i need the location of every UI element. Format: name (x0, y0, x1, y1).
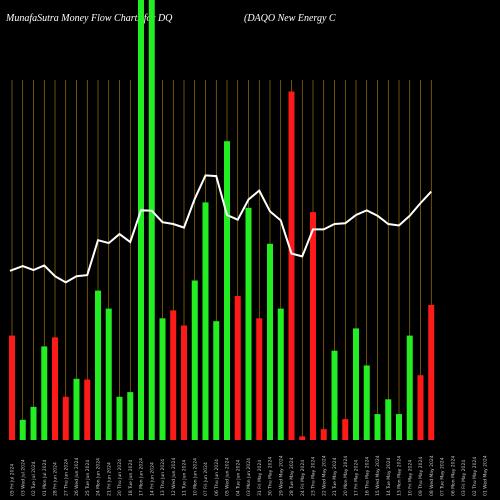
money-flow-bar (181, 325, 187, 440)
money-flow-bar (353, 328, 359, 440)
x-tick-label: 09 Thu May 2024 (418, 457, 424, 496)
x-tick-label: 08 Wed May 2024 (429, 455, 435, 496)
money-flow-bar (148, 0, 155, 440)
x-tick-label: 28 Tue May 2024 (289, 457, 295, 496)
x-tick-label: 21 Tue May 2024 (332, 457, 338, 496)
money-flow-bar (19, 419, 26, 440)
x-tick-label: 22 Wed May 2024 (321, 455, 327, 496)
x-tick-label: 30 Thu May 2024 (268, 457, 274, 496)
money-flow-bar (385, 399, 392, 440)
money-flow-bar (105, 308, 112, 440)
money-flow-bar (417, 375, 424, 440)
money-flow-bar (374, 414, 381, 440)
x-tick-label: 03 Mon Jun 2024 (246, 458, 252, 496)
money-flow-bar (234, 296, 241, 440)
x-tick-label: 07 Tue May 2024 (440, 457, 446, 496)
x-tick-label: 27 Thu Jun 2024 (63, 459, 69, 496)
x-tick-label: 24 Fri May 2024 (300, 460, 306, 496)
x-tick-label: 01 Mon Jul 2024 (42, 459, 48, 496)
money-flow-bar (84, 379, 91, 440)
money-flow-bar (202, 202, 209, 440)
x-tick-label: 17 Mon Jun 2024 (139, 458, 145, 496)
money-flow-bar (310, 212, 316, 440)
money-flow-bar (95, 290, 101, 440)
x-tick-label: 14 Tue May 2024 (386, 457, 392, 496)
money-flow-bar (159, 318, 166, 440)
money-flow-bar (277, 308, 284, 440)
money-flow-bar (116, 396, 123, 440)
x-tick-label: 06 Mon May 2024 (450, 456, 456, 496)
money-flow-bar (406, 335, 413, 440)
money-flow-bar (396, 414, 402, 440)
money-flow-bar (245, 207, 252, 440)
x-tick-label: 25 Tue Jun 2024 (85, 460, 91, 496)
x-tick-label: 07 Fri Jun 2024 (203, 462, 209, 496)
x-tick-label: 20 Mon May 2024 (343, 456, 349, 496)
x-tick-label: 06 Thu Jun 2024 (214, 459, 220, 496)
x-tick-label: 24 Mon Jun 2024 (96, 458, 102, 496)
x-tick-label: 10 Fri May 2024 (407, 460, 413, 496)
money-flow-bar (30, 406, 37, 440)
money-flow-bar (170, 310, 177, 440)
money-flow-bar (320, 429, 327, 440)
x-tick-label: 31 Fri May 2024 (257, 460, 263, 496)
x-tick-label: 01 Wed May 2024 (483, 455, 489, 496)
money-flow-bar (331, 350, 338, 440)
money-flow-bar (224, 141, 230, 440)
x-tick-label: 02 Tue Jul 2024 (31, 461, 37, 496)
x-tick-label: 12 Wed Jun 2024 (171, 458, 177, 496)
money-flow-bar (288, 91, 295, 441)
x-tick-label: 26 Wed Jun 2024 (74, 458, 80, 496)
x-tick-label: 13 Mon May 2024 (397, 456, 403, 496)
x-tick-label: 05 Wed Jun 2024 (225, 458, 231, 496)
price-line-series (9, 174, 432, 284)
money-flow-bar (428, 305, 435, 440)
x-tick-label: 15 Wed May 2024 (375, 455, 381, 496)
money-flow-bar (267, 243, 273, 440)
x-tick-label: 03 Wed Jul 2024 (20, 459, 26, 496)
x-tick-label: 04 Tue Jun 2024 (235, 460, 241, 496)
x-axis-labels: 05 Fri Jul 2024 03 Wed Jul 2024 02 Tue Jul… (10, 455, 489, 496)
money-flow-bar (9, 335, 15, 440)
x-tick-label: 21 Fri Jun 2024 (106, 462, 112, 496)
money-flow-bar (62, 396, 69, 440)
money-flow-bar (256, 318, 263, 440)
money-flow-bar (52, 337, 58, 440)
x-tick-label: 18 Tue Jun 2024 (128, 460, 134, 496)
x-tick-label: 05 Fri Jul 2024 (10, 464, 16, 496)
price-line (9, 174, 432, 284)
x-tick-label: 02 Thu May 2024 (472, 457, 478, 496)
x-tick-label: 03 Fri May 2024 (461, 460, 467, 496)
chart-title: MunafaSutra Money Flow Charts for DQ (6, 13, 173, 24)
x-tick-label: 29 Wed May 2024 (278, 455, 284, 496)
x-tick-label: 16 Thu May 2024 (364, 457, 370, 496)
x-tick-label: 28 Fri Jun 2024 (53, 462, 59, 496)
money-flow-bar (41, 346, 48, 440)
money-flow-bar (73, 378, 80, 440)
money-flow-bar (191, 280, 198, 440)
money-flow-bar (138, 0, 144, 440)
money-flow-bar (299, 436, 306, 440)
x-tick-label: 10 Mon Jun 2024 (192, 458, 198, 496)
x-tick-label: 14 Fri Jun 2024 (149, 462, 155, 496)
x-tick-label: 20 Thu Jun 2024 (117, 459, 123, 496)
money-flow-bar (213, 321, 220, 440)
x-tick-label: 23 Thu May 2024 (311, 457, 317, 496)
x-tick-label: 13 Thu Jun 2024 (160, 459, 166, 496)
chart-subtitle: (DAQO New Energy C (244, 13, 336, 24)
money-flow-bars (9, 0, 435, 441)
money-flow-bar (363, 365, 370, 440)
x-tick-label: 17 Fri May 2024 (354, 460, 360, 496)
money-flow-bar (127, 392, 134, 440)
money-flow-bar (342, 419, 349, 440)
x-tick-label: 11 Tue Jun 2024 (182, 460, 188, 496)
